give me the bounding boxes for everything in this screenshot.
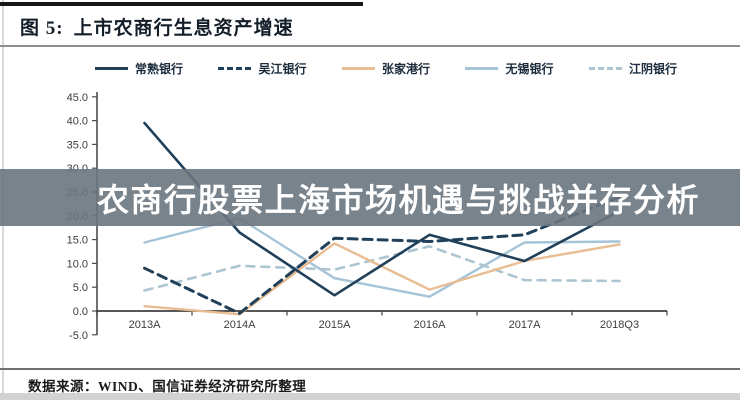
page-bottom-strip	[0, 393, 740, 400]
series-line-吴江银行	[143, 195, 621, 315]
data-source-text: 数据来源：WIND、国信证券经济研究所整理	[28, 379, 307, 394]
y-tick-label: 10.0	[67, 258, 88, 270]
series-line-江阴银行	[143, 245, 621, 292]
legend-item-常熟银行: 常熟银行	[95, 60, 183, 77]
y-tick-label: 40.0	[67, 116, 88, 128]
chart-legend: 常熟银行 吴江银行 张家港行 无锡银行 江阴银行	[95, 60, 677, 76]
legend-line-sample	[341, 66, 375, 70]
x-tick-label: 2018Q3	[600, 319, 639, 331]
overlay-banner: 农商行股票上海市场机遇与挑战并存分析	[0, 169, 740, 226]
y-tick-label: 45.0	[67, 92, 88, 104]
y-tick-label: -5.0	[69, 330, 88, 342]
legend-line-sample	[95, 66, 128, 70]
y-tick-label: 35.0	[67, 139, 88, 151]
x-tick-label: 2013A	[129, 319, 161, 331]
legend-line-sample	[218, 66, 252, 70]
legend-label: 常熟银行	[135, 61, 184, 76]
legend-label: 张家港行	[381, 61, 430, 76]
legend-line-sample	[465, 66, 499, 70]
legend-label: 江阴银行	[628, 61, 677, 76]
legend-label: 无锡银行	[505, 61, 554, 76]
legend-label: 吴江银行	[258, 61, 307, 76]
x-tick-label: 2017A	[509, 319, 541, 331]
header-divider	[0, 45, 740, 47]
y-tick-label: 15.0	[67, 235, 88, 247]
footer-divider	[0, 368, 740, 370]
legend-item-张家港行: 张家港行	[341, 60, 430, 77]
overlay-banner-text: 农商行股票上海市场机遇与挑战并存分析	[97, 181, 701, 218]
figure-number-label: 图 5:	[20, 18, 64, 39]
x-tick-label: 2014A	[224, 319, 256, 331]
x-tick-label: 2016A	[414, 319, 446, 331]
y-tick-label: 5.0	[73, 282, 88, 294]
x-tick-label: 2015A	[319, 319, 351, 331]
legend-item-无锡银行: 无锡银行	[465, 60, 553, 77]
legend-line-sample	[588, 66, 622, 70]
top-accent-bar	[0, 2, 363, 6]
legend-item-吴江银行: 吴江银行	[218, 60, 307, 77]
legend-item-江阴银行: 江阴银行	[588, 60, 677, 77]
figure-title: 图 5: 上市农商行生息资产增速	[20, 13, 294, 40]
y-tick-label: 0.0	[73, 306, 88, 318]
figure-title-text: 上市农商行生息资产增速	[73, 18, 294, 39]
